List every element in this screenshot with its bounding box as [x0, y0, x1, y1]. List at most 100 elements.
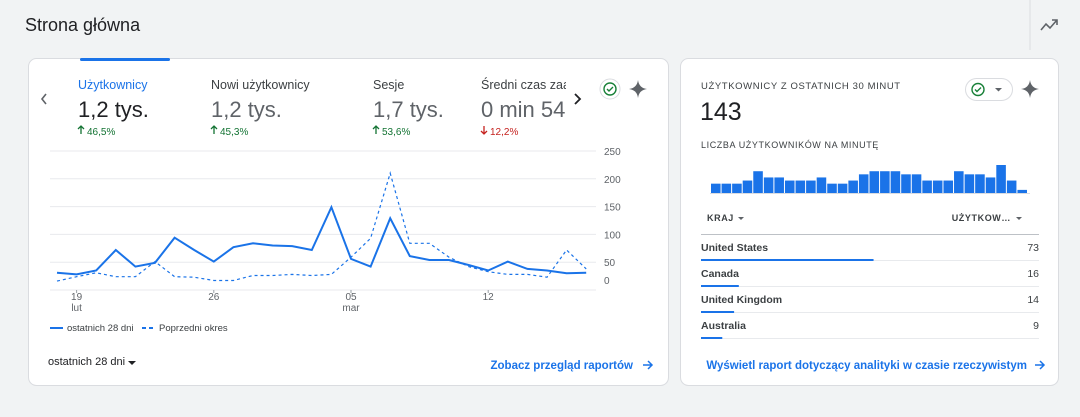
sparkle-icon[interactable] — [1021, 80, 1039, 98]
link-arrow — [643, 360, 654, 370]
scroll-button[interactable] — [566, 72, 592, 132]
x-tick-sublabel: mar — [342, 303, 360, 314]
trend-arrow — [210, 125, 218, 134]
metric-change: 53,6% — [382, 127, 410, 138]
legend-label: Poprzedni okres — [159, 323, 228, 334]
x-tick-sublabel: lut — [71, 303, 82, 314]
metric-value: 1,7 tys. — [373, 97, 444, 122]
users: 73 — [1027, 242, 1039, 254]
bar — [784, 180, 795, 193]
country: United Kingdom — [701, 294, 782, 306]
bar — [763, 177, 774, 193]
users: 16 — [1027, 268, 1039, 280]
country: Canada — [701, 268, 739, 280]
country: Australia — [701, 320, 746, 332]
bar — [890, 171, 901, 193]
share-bar — [701, 337, 723, 339]
bar-chart-title: LICZBA UŻYTKOWNIKÓW NA MINUTĘ — [701, 140, 879, 150]
bar — [721, 183, 732, 193]
bar — [932, 180, 943, 193]
metric-label: Użytkownicy — [78, 78, 148, 92]
bar — [954, 171, 964, 193]
check-icon — [971, 82, 985, 97]
overview-card — [28, 58, 669, 386]
realtime-title: UŻYTKOWNICY Z OSTATNICH 30 MINUT — [701, 81, 901, 92]
bar — [943, 180, 954, 193]
page-title: Strona główna — [25, 15, 141, 35]
realtime-link[interactable]: Wyświetl raport dotyczący analityki w cz… — [706, 360, 1027, 372]
check-mark — [974, 87, 982, 93]
trend-arrow — [372, 125, 380, 134]
bar — [1006, 180, 1017, 193]
bar — [774, 177, 784, 193]
overview-link[interactable]: Zobacz przegląd raportów — [491, 360, 634, 372]
x-tick-label: 19 — [71, 292, 83, 303]
y-tick-label: 250 — [604, 147, 621, 158]
y-tick-label: 150 — [604, 203, 621, 214]
compare-button[interactable] — [599, 78, 621, 100]
realtime-value: 143 — [700, 98, 742, 126]
metric-label: Średni czas zaa — [481, 77, 570, 92]
metric-label: Nowi użytkownicy — [211, 78, 310, 92]
dropdown-arrow — [128, 361, 136, 365]
check-icon — [603, 82, 617, 96]
link-arrow — [1035, 360, 1046, 370]
trend-arrow — [480, 126, 488, 135]
bar — [848, 180, 858, 193]
metric-label: Sesje — [373, 78, 404, 92]
metric-tabs: Użytkownicy 1,2 tys. 46,5% Nowi użytkownicy… — [77, 58, 570, 138]
bar — [732, 183, 742, 193]
column-header: KRAJ — [707, 213, 734, 223]
users: 9 — [1033, 320, 1039, 332]
bar — [742, 180, 753, 193]
share-bar — [701, 285, 739, 287]
metric-value: 0 min 54 — [481, 97, 565, 122]
bar — [1017, 189, 1027, 193]
bar — [996, 165, 1006, 193]
dropdown-arrow — [995, 88, 1002, 92]
country-table: KRAJ UŻYTKOW… United States 73 Canada 16 Unite… — [701, 213, 1039, 339]
x-tick-label: 26 — [208, 292, 220, 303]
share-bar — [701, 259, 874, 261]
header-bar — [0, 0, 1080, 50]
metric-value: 1,2 tys. — [211, 97, 282, 122]
trend-arrow — [77, 125, 85, 134]
bar — [858, 174, 869, 193]
date-range[interactable]: ostatnich 28 dni — [48, 356, 125, 368]
sparkle-icon[interactable] — [629, 80, 647, 98]
y-tick-label: 0 — [604, 276, 610, 287]
metric-value: 1,2 tys. — [78, 97, 149, 122]
y-tick-label: 100 — [604, 230, 621, 241]
insights-icon[interactable] — [1040, 19, 1058, 31]
bar — [911, 174, 922, 193]
bar — [816, 177, 827, 193]
bar — [901, 174, 911, 193]
metric-change: 46,5% — [87, 127, 115, 138]
legend-label: ostatnich 28 dni — [67, 323, 134, 334]
y-tick-label: 50 — [604, 258, 616, 269]
bar — [753, 171, 763, 193]
bar — [806, 180, 816, 193]
bar — [827, 183, 837, 193]
y-tick-label: 200 — [604, 175, 621, 186]
series-line — [56, 204, 587, 276]
bar — [964, 174, 975, 193]
bar — [869, 171, 880, 193]
next-button[interactable] — [574, 93, 582, 105]
realtime-card — [680, 58, 1059, 386]
check-mark — [606, 86, 614, 92]
bar-chart — [710, 165, 1030, 194]
sort-arrow — [738, 217, 744, 220]
bar — [795, 180, 806, 193]
metric-change: 45,3% — [220, 127, 248, 138]
share-bar — [701, 311, 735, 313]
bar — [985, 177, 996, 193]
sort-arrow — [1016, 217, 1022, 220]
active-tab-indicator — [80, 58, 170, 61]
prev-button[interactable] — [40, 93, 47, 105]
users: 14 — [1027, 294, 1039, 306]
series-line — [56, 171, 587, 282]
bar — [711, 183, 721, 193]
